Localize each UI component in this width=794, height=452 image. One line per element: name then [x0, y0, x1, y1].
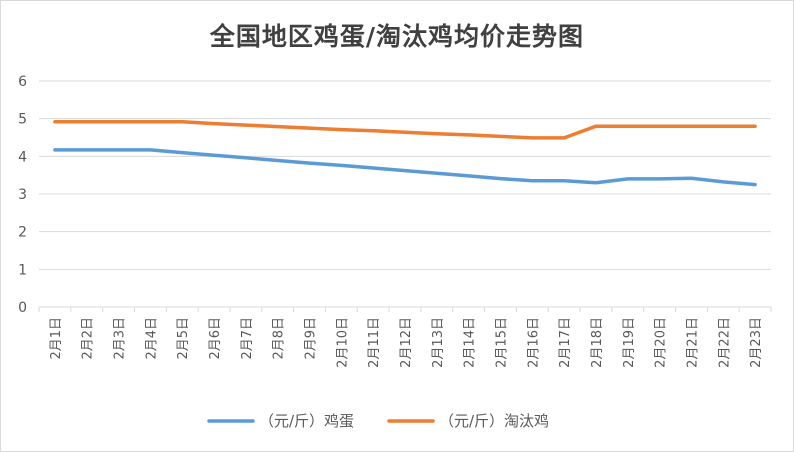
- legend-label-0: （元/斤）鸡蛋: [259, 412, 354, 430]
- y-tick-label: 5: [18, 112, 27, 128]
- x-tick-label: 2月19日: [622, 317, 637, 368]
- y-tick-label: 3: [18, 187, 27, 203]
- y-tick-label: 6: [18, 74, 27, 90]
- x-tick-label: 2月5日: [176, 317, 191, 360]
- x-tick-label: 2月12日: [399, 317, 414, 368]
- series-line-0: [53, 148, 757, 187]
- x-tick-label: 2月10日: [335, 317, 350, 368]
- x-tick-label: 2月7日: [240, 317, 255, 360]
- chart-title: 全国地区鸡蛋/淘汰鸡均价走势图: [209, 22, 585, 51]
- y-tick-label: 0: [18, 300, 27, 316]
- x-tick-label: 2月13日: [431, 317, 446, 368]
- x-tick-label: 2月4日: [144, 317, 159, 360]
- x-tick-label: 2月16日: [526, 317, 541, 368]
- x-tick-label: 2月3日: [113, 317, 128, 360]
- legend: （元/斤）鸡蛋 （元/斤）淘汰鸡: [207, 412, 549, 430]
- y-tick-label: 1: [18, 262, 27, 278]
- x-tick-label: 2月11日: [367, 317, 382, 368]
- x-tick-label: 2月20日: [654, 317, 669, 368]
- x-tick-label: 2月15日: [494, 317, 509, 368]
- axes: 0 1 2 3 4 5 6 2月1日 2月2日 2月3日 2月4日 2月5日 2月6日 2月7日 2月8日 2…: [18, 74, 772, 368]
- x-tick-label: 2月2日: [81, 317, 96, 360]
- x-tick-label: 2月21日: [685, 317, 700, 368]
- legend-label-1: （元/斤）淘汰鸡: [439, 412, 549, 430]
- x-tick-label: 2月23日: [749, 317, 764, 368]
- x-tick-label: 2月1日: [49, 317, 64, 360]
- x-tick-label: 2月18日: [590, 317, 605, 368]
- x-tick-label: 2月14日: [463, 317, 478, 368]
- series-line-1: [53, 119, 757, 140]
- x-tick-label: 2月22日: [717, 317, 732, 368]
- series-lines: [53, 119, 757, 187]
- x-tick-label: 2月8日: [272, 317, 287, 360]
- x-tick-label: 2月17日: [558, 317, 573, 368]
- y-tick-label: 2: [18, 225, 27, 241]
- y-tick-label: 4: [18, 149, 27, 165]
- gridlines: [39, 80, 771, 308]
- x-tick-label: 2月9日: [304, 317, 319, 360]
- x-tick-label: 2月6日: [208, 317, 223, 360]
